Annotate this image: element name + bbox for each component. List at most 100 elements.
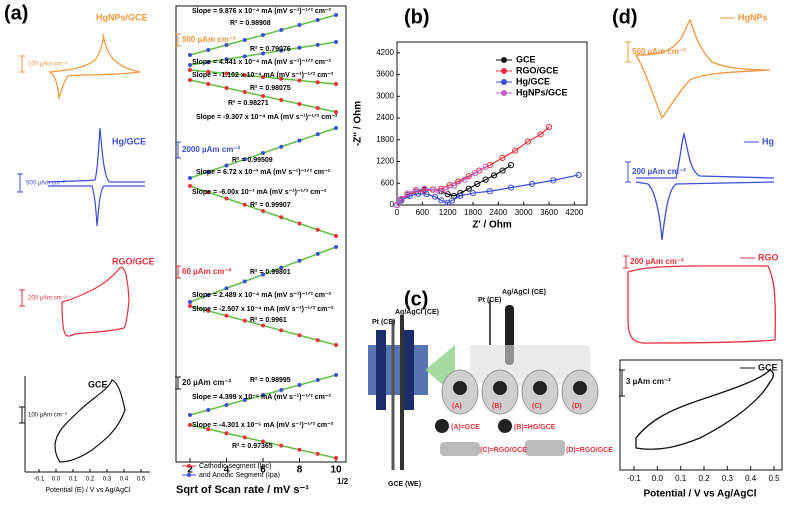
fit-point — [224, 43, 229, 47]
fit-point — [188, 300, 192, 304]
fit-text: R² = 0.98995 — [250, 377, 291, 384]
fit-point — [279, 215, 284, 220]
x-tick-label: 1800 — [464, 208, 482, 217]
fit-text: R² = 0.97365 — [232, 443, 273, 450]
fit-point — [315, 338, 320, 343]
legend-label: Cathodic segment (Ipc) — [199, 463, 271, 470]
fit-point — [334, 40, 338, 44]
data-point — [450, 182, 458, 189]
fit-point — [261, 209, 265, 213]
fit-point — [261, 439, 265, 444]
x-axis-label-exponent: 1/2 — [337, 477, 349, 486]
fit-point — [315, 42, 320, 47]
data-point — [398, 195, 405, 202]
fit-text: R² = 0.99509 — [232, 157, 273, 164]
diagram-label: Pt (CE) — [478, 297, 501, 304]
fit-point — [297, 78, 302, 83]
data-point — [529, 180, 536, 188]
data-point — [491, 172, 498, 179]
data-point — [436, 188, 443, 195]
x-tick-label: 3000 — [515, 208, 533, 217]
diagram-label: (A) — [452, 403, 462, 410]
fit-point — [188, 176, 192, 180]
x-tick-label: 0.1 — [675, 474, 687, 483]
fit-point — [224, 313, 229, 318]
x-axis-label: Sqrt of Scan rate / mV s⁻¹ — [176, 484, 309, 496]
fit-point — [261, 33, 265, 37]
data-point — [472, 170, 479, 177]
fit-point — [188, 53, 192, 57]
cell-schematic — [368, 300, 599, 470]
series-line — [396, 166, 486, 206]
data-point — [486, 188, 493, 195]
legend-label: GCE — [516, 54, 536, 64]
fit-point — [188, 413, 192, 417]
legend-marker — [187, 473, 191, 477]
fit-text: R² = 0.99801 — [250, 269, 291, 276]
x-tick-label: 0.1 — [69, 477, 78, 483]
x-tick-label: 4 — [224, 465, 230, 476]
fit-point — [279, 388, 284, 392]
scale-label: 60 µAm cm⁻² — [182, 267, 232, 276]
x-tick-label: 0.2 — [698, 474, 710, 483]
cv-label: HgNPs — [738, 12, 768, 22]
fit-point — [206, 48, 211, 52]
x-tick-label: 0 — [395, 208, 400, 217]
fit-point — [279, 98, 284, 102]
fit-point — [315, 106, 320, 110]
x-tick-label: 0.5 — [137, 477, 146, 483]
fit-point — [297, 383, 302, 387]
plot-frame — [175, 5, 347, 463]
diagram-label: (B)=HG/GCE — [514, 424, 556, 431]
fit-point — [242, 202, 247, 207]
data-point — [457, 192, 464, 200]
legend-label: and Anodic Segment (Ipa) — [199, 472, 280, 479]
fit-point — [188, 304, 192, 308]
fit-point — [206, 60, 211, 65]
data-point — [448, 197, 455, 204]
fit-point — [188, 78, 192, 82]
data-point — [474, 180, 481, 188]
x-tick-label: -0.1 — [627, 474, 641, 483]
fit-text: Slope = 4.441 x 10⁻⁴ mA (mV s⁻¹)⁻¹ᐟ² cm⁻… — [192, 58, 332, 66]
cv-label: Hg — [762, 136, 774, 146]
fit-point — [297, 258, 302, 263]
fit-text: Slope = 9.876 x 10⁻⁴ mA (mV s⁻¹)⁻¹ᐟ² cm⁻… — [192, 7, 332, 15]
scale-label: 500 µAm cm⁻² — [632, 47, 686, 56]
fit-point — [188, 184, 192, 188]
fit-point — [334, 110, 338, 114]
legend-label: Hg/GCE — [516, 76, 550, 86]
fit-point — [224, 403, 229, 407]
fit-point — [242, 73, 247, 78]
y-axis-label: -Z'' / Ohm — [353, 101, 364, 146]
y-tick-label: 3000 — [376, 91, 394, 100]
x-tick-label: 0.5 — [768, 474, 780, 483]
scale-label: 2000 µAm cm⁻² — [182, 145, 241, 154]
data-point — [404, 190, 411, 197]
diagram-label: (C) — [532, 403, 542, 410]
x-tick-label: 2400 — [489, 208, 507, 217]
fit-point — [224, 286, 229, 291]
fit-point — [279, 76, 284, 81]
x-axis-label: Potential (E) / V vs Ag/AgCl — [45, 487, 131, 494]
diagram-label: (D)=RGO/GCE — [566, 447, 613, 454]
data-point — [507, 184, 515, 191]
scale-label: 200 µAm cm⁻² — [28, 296, 67, 302]
fit-point — [315, 132, 320, 137]
fit-point — [206, 427, 211, 432]
fit-point — [279, 48, 284, 53]
diagram-label: (B) — [492, 403, 502, 410]
fit-point — [279, 443, 284, 448]
y-tick-label: 1800 — [376, 135, 394, 144]
fit-point — [261, 272, 265, 277]
data-point — [550, 177, 557, 184]
fit-point — [334, 234, 338, 238]
data-point — [423, 191, 430, 198]
fit-point — [242, 318, 247, 323]
fit-text: Slope = 6.72 x 10⁻³ mA (mV s⁻¹)⁻¹ᐟ² cm⁻² — [196, 168, 331, 176]
fit-point — [188, 63, 192, 67]
data-point — [524, 138, 531, 145]
fit-point — [297, 45, 302, 50]
scale-label: 200 µAm cm⁻² — [632, 167, 686, 176]
cv-label: RGO — [758, 252, 779, 262]
